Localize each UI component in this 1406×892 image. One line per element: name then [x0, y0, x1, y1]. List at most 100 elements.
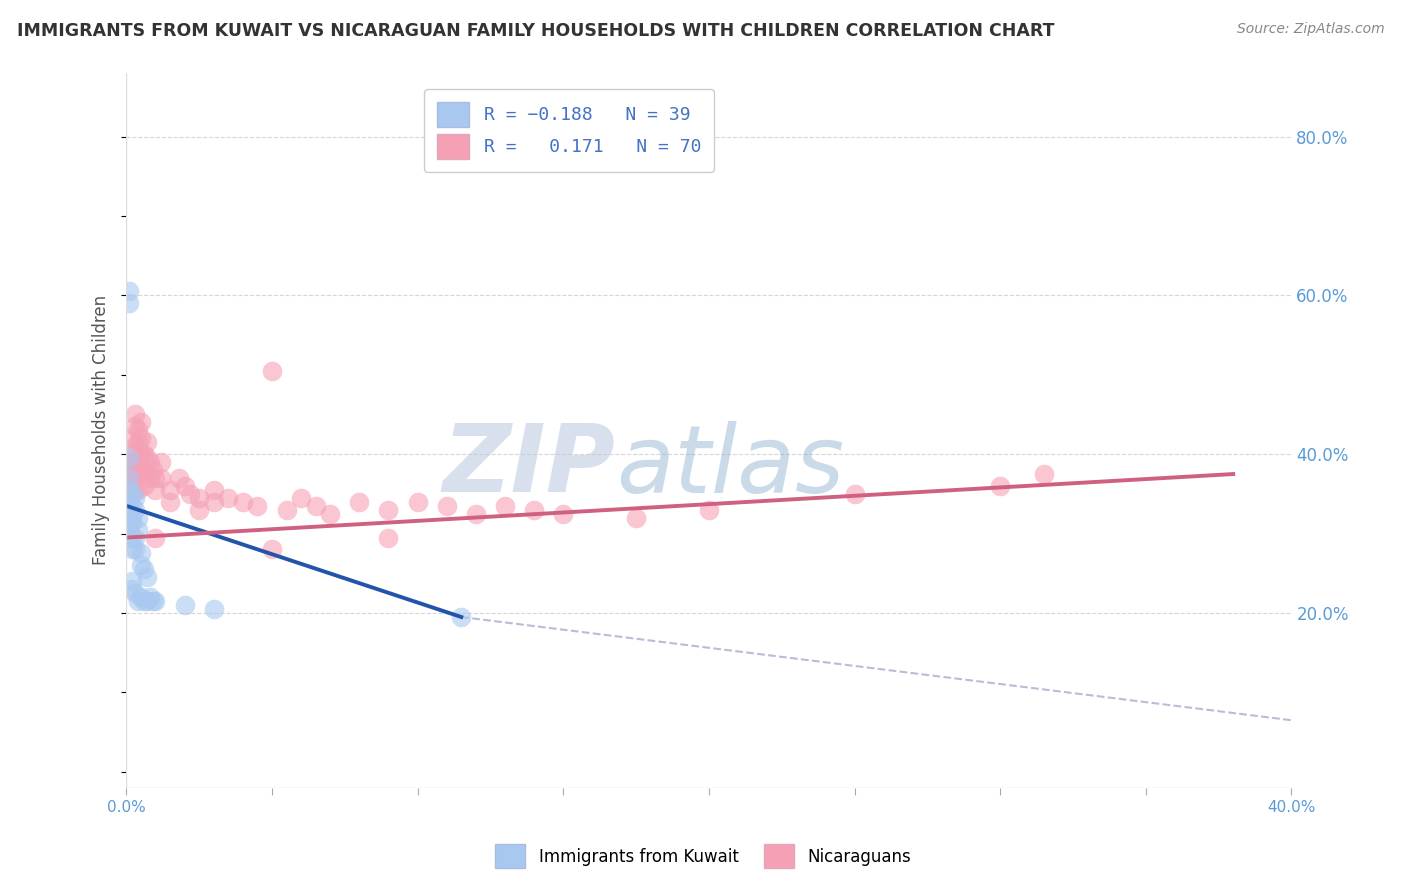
Point — [173, 479, 195, 493]
Point — [844, 487, 866, 501]
Point — [132, 463, 155, 477]
Point — [141, 594, 163, 608]
Point — [138, 455, 160, 469]
Point — [129, 558, 152, 573]
Point — [129, 447, 152, 461]
Point — [121, 459, 143, 474]
Point — [121, 487, 143, 501]
Point — [132, 562, 155, 576]
Point — [124, 531, 146, 545]
Point — [121, 510, 143, 524]
Point — [129, 416, 152, 430]
Point — [167, 471, 190, 485]
Y-axis label: Family Households with Children: Family Households with Children — [93, 295, 110, 566]
Point — [138, 590, 160, 604]
Point — [145, 471, 167, 485]
Point — [127, 467, 149, 481]
Point — [132, 447, 155, 461]
Point — [118, 515, 141, 529]
Point — [127, 523, 149, 537]
Point — [127, 435, 149, 450]
Point — [697, 503, 720, 517]
Point — [118, 471, 141, 485]
Point — [124, 408, 146, 422]
Point — [129, 431, 152, 445]
Point — [118, 451, 141, 466]
Point — [129, 463, 152, 477]
Point — [135, 451, 157, 466]
Point — [494, 499, 516, 513]
Point — [118, 523, 141, 537]
Point — [246, 499, 269, 513]
Point — [377, 503, 399, 517]
Point — [135, 594, 157, 608]
Point — [553, 507, 575, 521]
Point — [159, 483, 181, 497]
Point — [127, 423, 149, 437]
Point — [145, 531, 167, 545]
Point — [624, 510, 647, 524]
Point — [118, 285, 141, 299]
Point — [260, 364, 283, 378]
Point — [260, 542, 283, 557]
Point — [132, 594, 155, 608]
Point — [132, 479, 155, 493]
Point — [406, 495, 429, 509]
Point — [121, 483, 143, 497]
Point — [124, 439, 146, 453]
Point — [202, 483, 225, 497]
Point — [124, 542, 146, 557]
Point — [202, 602, 225, 616]
Point — [450, 610, 472, 624]
Point — [121, 431, 143, 445]
Point — [188, 491, 211, 505]
Point — [135, 435, 157, 450]
Point — [232, 495, 254, 509]
Text: IMMIGRANTS FROM KUWAIT VS NICARAGUAN FAMILY HOUSEHOLDS WITH CHILDREN CORRELATION: IMMIGRANTS FROM KUWAIT VS NICARAGUAN FAM… — [17, 22, 1054, 40]
Point — [118, 455, 141, 469]
Point — [1032, 467, 1054, 481]
Point — [118, 483, 141, 497]
Point — [124, 455, 146, 469]
Point — [121, 574, 143, 589]
Point — [129, 590, 152, 604]
Point — [179, 487, 201, 501]
Point — [319, 507, 342, 521]
Point — [124, 419, 146, 434]
Point — [145, 594, 167, 608]
Point — [276, 503, 298, 517]
Point — [118, 518, 141, 533]
Point — [127, 483, 149, 497]
Point — [121, 447, 143, 461]
Point — [304, 499, 326, 513]
Point — [118, 503, 141, 517]
Point — [118, 479, 141, 493]
Point — [118, 296, 141, 310]
Point — [377, 531, 399, 545]
Point — [124, 586, 146, 600]
Point — [135, 467, 157, 481]
Point — [436, 499, 458, 513]
Point — [464, 507, 486, 521]
Point — [988, 479, 1011, 493]
Point — [188, 503, 211, 517]
Point — [129, 546, 152, 560]
Point — [159, 495, 181, 509]
Point — [290, 491, 312, 505]
Point — [121, 582, 143, 597]
Point — [127, 510, 149, 524]
Point — [349, 495, 371, 509]
Point — [217, 491, 239, 505]
Point — [124, 503, 146, 517]
Point — [121, 515, 143, 529]
Text: atlas: atlas — [616, 421, 844, 512]
Point — [124, 483, 146, 497]
Point — [523, 503, 546, 517]
Point — [202, 495, 225, 509]
Point — [141, 463, 163, 477]
Point — [121, 499, 143, 513]
Legend: Immigrants from Kuwait, Nicaraguans: Immigrants from Kuwait, Nicaraguans — [489, 838, 917, 875]
Point — [135, 570, 157, 584]
Point — [173, 598, 195, 612]
Legend: R = −0.188   N = 39, R =   0.171   N = 70: R = −0.188 N = 39, R = 0.171 N = 70 — [425, 89, 714, 172]
